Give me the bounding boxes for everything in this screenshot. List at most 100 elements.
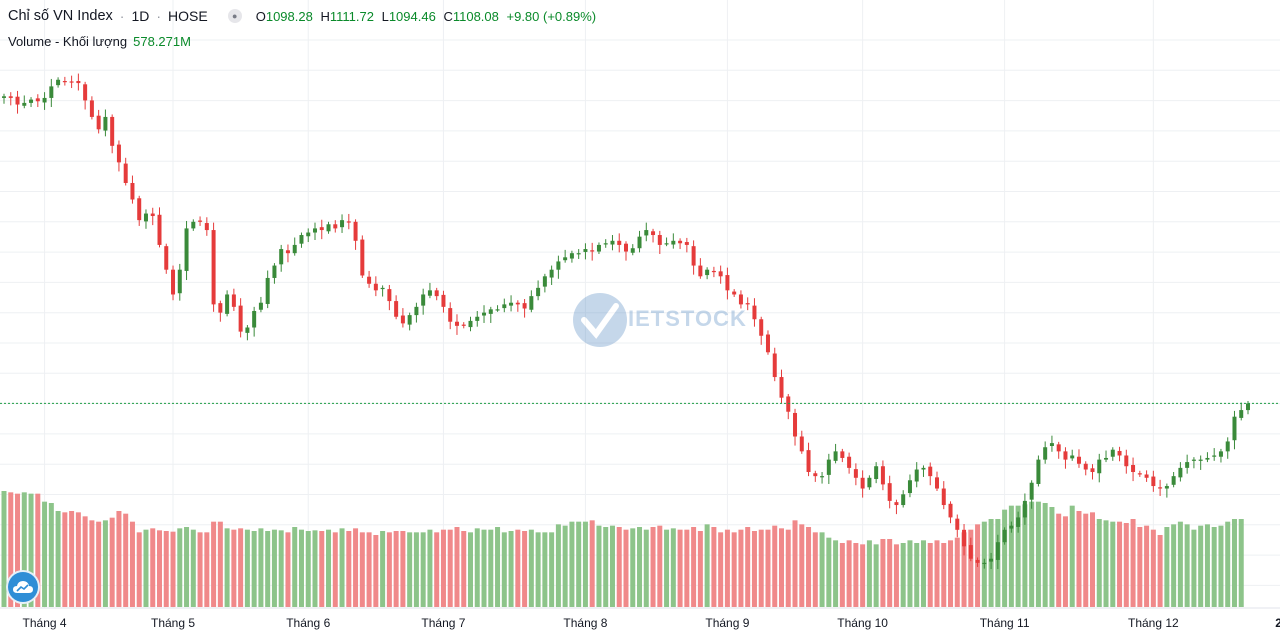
volume-bar [887, 539, 893, 607]
cloud-icon [13, 581, 33, 593]
x-axis-label: Tháng 10 [837, 616, 888, 630]
candle-body [360, 239, 365, 276]
legend-separator: · [156, 8, 162, 24]
candle-body [793, 412, 798, 437]
volume-bar [1225, 521, 1231, 607]
volume-bar [1015, 505, 1021, 607]
candle-body [1205, 457, 1210, 460]
close-value: 1108.08 [452, 8, 499, 24]
candle-body [698, 265, 703, 277]
volume-bar [271, 529, 277, 607]
volume-bar [224, 528, 230, 607]
volume-bar [1191, 529, 1197, 607]
candle-body [935, 477, 939, 489]
volume-bar [190, 529, 196, 607]
volume-bar [427, 529, 433, 607]
candle-body [1016, 517, 1021, 527]
candle-body [826, 459, 831, 475]
candle-body [887, 483, 892, 501]
candle-body [83, 84, 88, 101]
volume-bar [231, 529, 237, 607]
volume-bar [792, 520, 798, 607]
candle-body [624, 243, 628, 252]
volume-bar [948, 540, 954, 607]
candle-body [326, 224, 331, 232]
candle-body [840, 451, 845, 458]
candle-body [204, 223, 209, 231]
candle-body [1124, 455, 1129, 467]
candle-body [1198, 459, 1203, 461]
candle-body [1218, 451, 1223, 457]
volume-bar [826, 537, 832, 607]
interval-label[interactable]: 1D [131, 8, 150, 24]
volume-bar [1, 491, 7, 607]
candle-body [1076, 456, 1081, 464]
candle-body [657, 235, 662, 245]
candle-body [603, 243, 608, 245]
cloud-logo-icon[interactable] [8, 572, 38, 602]
volume-bar [501, 532, 507, 607]
candle-body [2, 96, 6, 98]
candle-body [786, 396, 791, 412]
low-value: 1094.46 [388, 8, 436, 24]
candle-body [373, 283, 378, 291]
volume-bar [1198, 525, 1204, 607]
candle-body [617, 240, 622, 245]
candle-body [454, 321, 459, 326]
candle-body [231, 294, 236, 307]
volume-bar [657, 525, 663, 607]
candle-body [901, 494, 906, 506]
symbol-title[interactable]: Chỉ số VN Index [8, 8, 113, 24]
candle-body [245, 327, 250, 333]
volume-bar [474, 528, 480, 607]
candle-body [576, 253, 581, 255]
volume-bar [75, 512, 81, 607]
volume-bar [968, 529, 974, 607]
candle-body [15, 96, 20, 105]
volume-value: 578.271M [133, 34, 191, 49]
volume-bar [704, 524, 710, 607]
volume-bar [366, 532, 372, 607]
candle-body [1171, 476, 1176, 485]
volume-bar [630, 528, 636, 607]
candle-body [62, 81, 67, 83]
volume-bar [1157, 535, 1163, 607]
candle-body [1009, 525, 1014, 529]
volume-bar [380, 531, 386, 607]
candle-body [1144, 474, 1149, 478]
volume-bar [420, 532, 426, 607]
volume-bar [96, 521, 102, 607]
dot-circle-icon[interactable]: ● [227, 9, 242, 23]
exchange-label: HOSE [168, 8, 208, 24]
candle-body [596, 244, 601, 252]
volume-bar [28, 493, 34, 607]
volume-bar [555, 524, 561, 607]
volume-bar [319, 531, 325, 607]
candle-body [955, 518, 960, 530]
candle-body [678, 240, 683, 244]
volume-bar [292, 527, 298, 607]
candle-body [590, 250, 595, 252]
volume-bar [582, 521, 588, 607]
volume-bar [285, 532, 291, 607]
candle-body [860, 477, 865, 489]
candle-body [569, 253, 574, 259]
volume-bar [8, 492, 14, 607]
volume-bar [1218, 525, 1224, 607]
volume-bar [860, 544, 866, 607]
time-axis-labels: Tháng 4 Tháng 5 Tháng 6 Tháng 7 Tháng 8 Tháng… [23, 616, 1280, 630]
candle-body [49, 86, 54, 98]
candle-body [252, 310, 257, 328]
candle-body [434, 290, 439, 297]
candle-body [1158, 487, 1163, 489]
candle-body [1104, 457, 1109, 460]
volume-bar [197, 532, 203, 607]
candle-body [732, 291, 737, 295]
candle-body [691, 246, 696, 266]
x-axis-label: Tháng 7 [421, 616, 465, 630]
volume-bar [495, 527, 501, 607]
volume-bar [1117, 521, 1123, 607]
volume-bar [1110, 521, 1116, 607]
candle-body [745, 303, 750, 305]
